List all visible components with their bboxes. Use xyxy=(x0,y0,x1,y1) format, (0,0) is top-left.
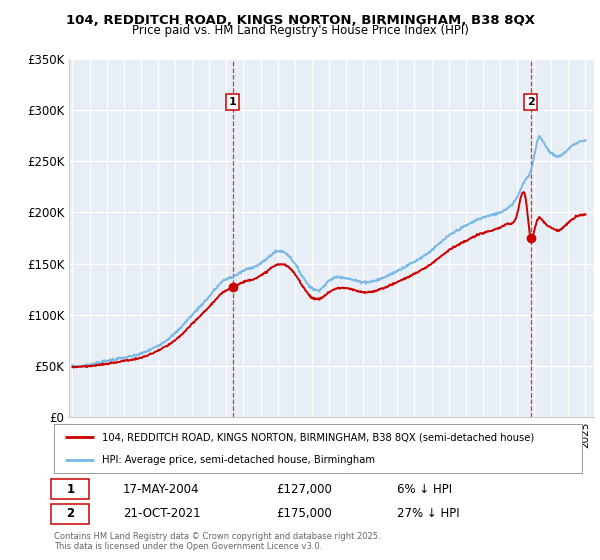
Text: 104, REDDITCH ROAD, KINGS NORTON, BIRMINGHAM, B38 8QX (semi-detached house): 104, REDDITCH ROAD, KINGS NORTON, BIRMIN… xyxy=(101,432,534,442)
Text: 1: 1 xyxy=(229,97,236,107)
Text: 2: 2 xyxy=(527,97,535,107)
Text: 21-OCT-2021: 21-OCT-2021 xyxy=(122,507,200,520)
FancyBboxPatch shape xyxy=(52,503,89,524)
Text: 27% ↓ HPI: 27% ↓ HPI xyxy=(397,507,460,520)
Text: HPI: Average price, semi-detached house, Birmingham: HPI: Average price, semi-detached house,… xyxy=(101,455,374,465)
Text: 17-MAY-2004: 17-MAY-2004 xyxy=(122,483,199,496)
Text: Contains HM Land Registry data © Crown copyright and database right 2025.
This d: Contains HM Land Registry data © Crown c… xyxy=(54,532,380,552)
Text: 6% ↓ HPI: 6% ↓ HPI xyxy=(397,483,452,496)
Text: £127,000: £127,000 xyxy=(276,483,332,496)
Text: 1: 1 xyxy=(67,483,74,496)
Text: £175,000: £175,000 xyxy=(276,507,332,520)
Text: 104, REDDITCH ROAD, KINGS NORTON, BIRMINGHAM, B38 8QX: 104, REDDITCH ROAD, KINGS NORTON, BIRMIN… xyxy=(65,14,535,27)
Text: Price paid vs. HM Land Registry's House Price Index (HPI): Price paid vs. HM Land Registry's House … xyxy=(131,24,469,37)
Text: 2: 2 xyxy=(67,507,74,520)
FancyBboxPatch shape xyxy=(52,479,89,500)
